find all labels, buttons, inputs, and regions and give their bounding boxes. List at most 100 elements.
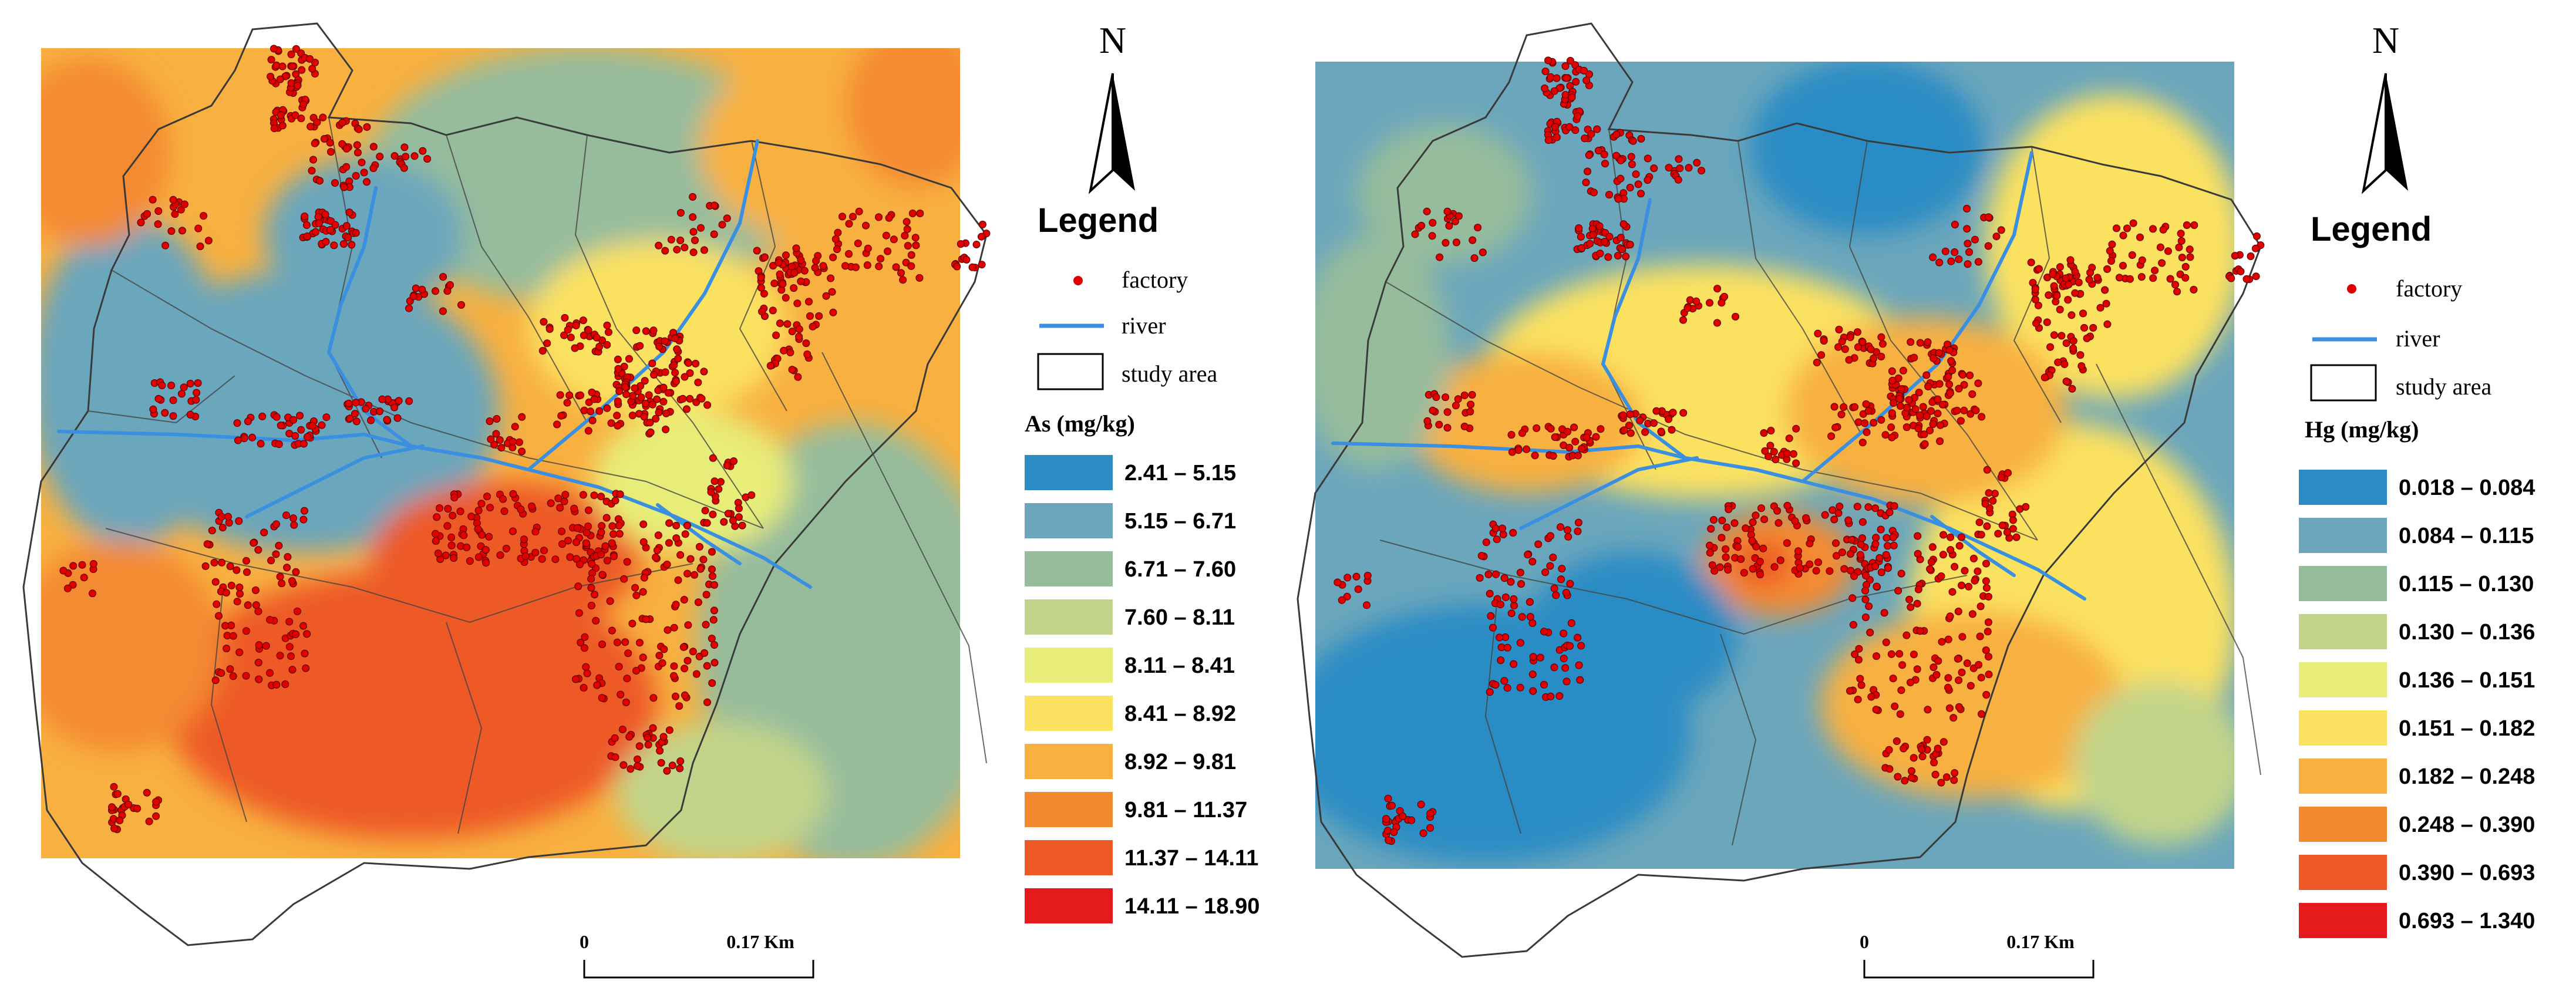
factory-point bbox=[254, 546, 262, 554]
factory-point bbox=[710, 201, 719, 210]
factory-point bbox=[1574, 527, 1582, 535]
factory-point bbox=[1509, 529, 1517, 537]
legend: Legend factory river study area As (mg/k… bbox=[1025, 201, 1260, 923]
factory-point bbox=[1791, 517, 1799, 525]
factory-point bbox=[287, 652, 295, 660]
factory-point bbox=[679, 395, 687, 403]
factory-point bbox=[829, 308, 837, 316]
factory-legend-symbol bbox=[2347, 284, 2356, 294]
factory-point bbox=[1388, 801, 1396, 810]
factory-point bbox=[1507, 578, 1515, 586]
factory-point bbox=[235, 584, 244, 591]
factory-point bbox=[614, 365, 622, 373]
factory-point bbox=[1617, 156, 1625, 164]
factory-point bbox=[667, 235, 675, 244]
factory-point bbox=[794, 373, 802, 381]
factory-point bbox=[679, 643, 688, 651]
factory-point bbox=[1914, 585, 1922, 594]
factory-point bbox=[1582, 178, 1590, 187]
factory-point bbox=[1854, 343, 1862, 351]
factory-point bbox=[1581, 134, 1589, 143]
factory-point bbox=[298, 66, 306, 74]
factory-point bbox=[255, 675, 263, 683]
factory-point bbox=[201, 562, 210, 570]
factory-point bbox=[608, 522, 617, 530]
factory-point bbox=[1867, 345, 1875, 353]
factory-point bbox=[1817, 351, 1826, 359]
legend-class-label: 2.41 – 5.15 bbox=[1124, 461, 1236, 486]
factory-point bbox=[322, 413, 331, 422]
factory-point bbox=[1552, 591, 1560, 599]
factory-point bbox=[1926, 565, 1934, 573]
factory-point bbox=[1496, 601, 1504, 609]
factory-point bbox=[1497, 656, 1505, 665]
factory-point bbox=[566, 553, 574, 561]
factory-point bbox=[1851, 403, 1858, 411]
factory-point bbox=[577, 391, 584, 399]
factory-point bbox=[1713, 319, 1721, 327]
factory-point bbox=[204, 237, 213, 245]
factory-point bbox=[788, 366, 796, 374]
factory-point bbox=[306, 55, 314, 63]
factory-point bbox=[258, 412, 267, 420]
factory-point bbox=[709, 454, 717, 462]
factory-point bbox=[851, 263, 860, 271]
factory-point bbox=[614, 355, 622, 363]
factory-point bbox=[698, 395, 706, 403]
as-interpolation-surface bbox=[41, 48, 960, 858]
factory-point bbox=[1541, 68, 1550, 76]
factory-point bbox=[671, 369, 679, 377]
factory-point bbox=[390, 152, 399, 160]
factory-point bbox=[1910, 754, 1918, 762]
factory-point bbox=[2175, 243, 2183, 251]
factory-point bbox=[1953, 406, 1961, 414]
factory-point bbox=[2136, 233, 2144, 241]
factory-point bbox=[1723, 523, 1731, 531]
factory-point bbox=[1528, 670, 1537, 679]
factory-point bbox=[793, 299, 802, 308]
factory-point bbox=[137, 218, 145, 227]
factory-point bbox=[1399, 812, 1407, 820]
factory-point bbox=[1929, 420, 1937, 428]
factory-point bbox=[1885, 508, 1894, 517]
factory-point bbox=[447, 533, 456, 541]
factory-point bbox=[625, 355, 633, 363]
factory-point bbox=[597, 528, 605, 537]
factory-point bbox=[903, 218, 911, 226]
factory-point bbox=[110, 783, 118, 791]
factory-point bbox=[797, 256, 805, 264]
factory-point bbox=[735, 513, 743, 521]
factory-point bbox=[1974, 258, 1982, 266]
factory-point bbox=[1571, 437, 1580, 446]
factory-point bbox=[124, 800, 133, 808]
factory-point bbox=[1947, 546, 1955, 554]
factory-point bbox=[660, 645, 668, 653]
factory-point bbox=[657, 758, 665, 767]
factory-point bbox=[1636, 416, 1644, 424]
factory-point bbox=[708, 565, 716, 574]
factory-point bbox=[2027, 258, 2035, 267]
factory-point bbox=[167, 227, 176, 235]
factory-point bbox=[288, 666, 297, 674]
factory-point bbox=[312, 228, 320, 236]
factory-point bbox=[1541, 568, 1550, 577]
factory-point bbox=[2119, 262, 2127, 269]
factory-point bbox=[1496, 633, 1504, 642]
factory-point bbox=[296, 412, 304, 420]
factory-point bbox=[1965, 248, 1973, 256]
factory-point bbox=[242, 557, 250, 565]
factory-point bbox=[292, 568, 300, 576]
factory-point bbox=[1564, 532, 1572, 541]
factory-point bbox=[700, 246, 708, 254]
factory-point bbox=[575, 609, 583, 617]
factory-point bbox=[1626, 184, 1634, 191]
factory-point bbox=[1783, 449, 1791, 457]
factory-point bbox=[607, 419, 615, 427]
factory-point bbox=[1968, 610, 1976, 618]
factory-point bbox=[218, 524, 227, 532]
factory-point bbox=[1713, 285, 1722, 293]
factory-point bbox=[1853, 503, 1861, 511]
factory-point bbox=[672, 601, 680, 609]
factory-point bbox=[1698, 167, 1706, 175]
factory-point bbox=[167, 382, 176, 390]
